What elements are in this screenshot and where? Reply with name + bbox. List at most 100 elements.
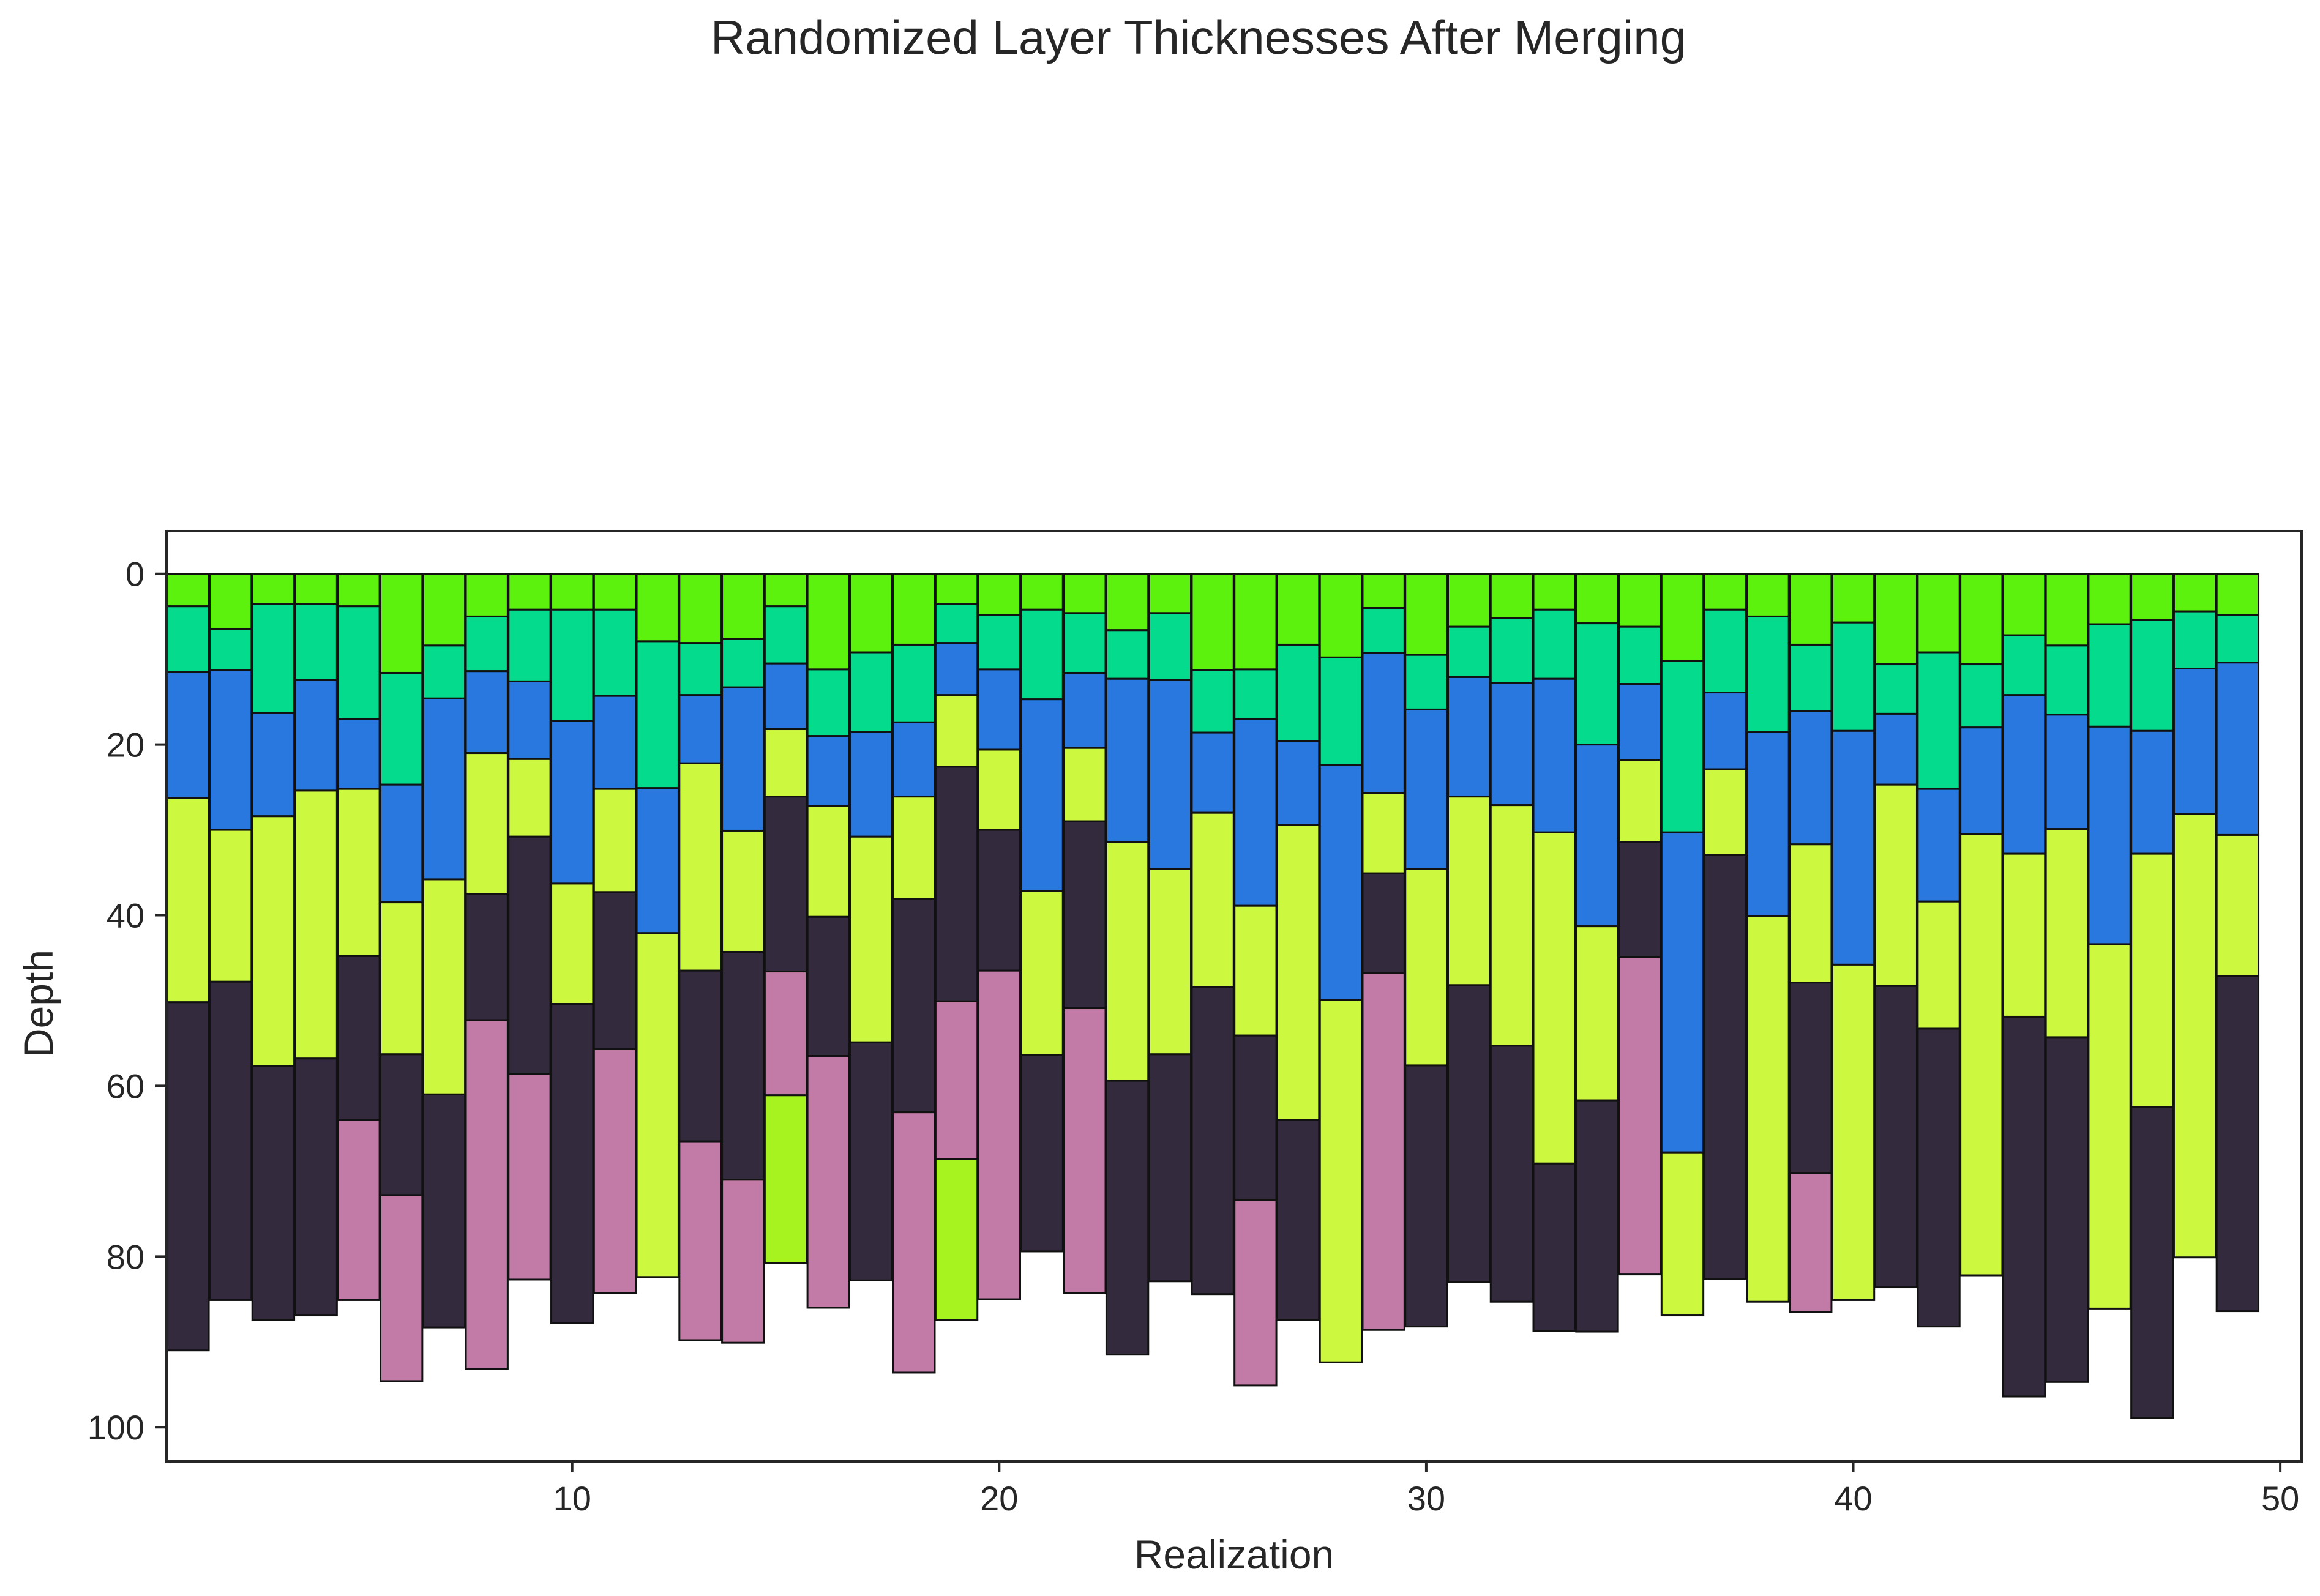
- layer-segment: [849, 651, 893, 733]
- layer-segment: [550, 608, 594, 722]
- layer-segment: [1831, 573, 1876, 624]
- x-tick-label: 50: [2261, 1479, 2299, 1518]
- layer-segment: [2002, 573, 2046, 636]
- realization-column: [892, 573, 936, 1374]
- realization-column: [1959, 573, 2004, 1277]
- layer-segment: [166, 573, 210, 608]
- y-tick-label: 60: [107, 1067, 144, 1105]
- layer-segment: [1703, 692, 1747, 770]
- layer-segment: [2130, 573, 2174, 621]
- layer-segment: [1233, 668, 1278, 720]
- layer-segment: [1789, 710, 1833, 846]
- realization-column: [294, 573, 338, 1317]
- layer-segment: [1447, 984, 1491, 1283]
- layer-segment: [934, 766, 979, 1002]
- realization-column: [1489, 573, 1534, 1303]
- layer-segment: [1917, 900, 1961, 1030]
- layer-segment: [1618, 956, 1662, 1276]
- layer-segment: [465, 670, 509, 755]
- layer-segment: [1532, 831, 1576, 1165]
- layer-segment: [166, 797, 210, 1004]
- layer-segment: [1703, 608, 1747, 694]
- y-axis-ticks: 0 20 40 60 80 100: [88, 555, 167, 1447]
- y-tick-label: 20: [107, 726, 144, 764]
- layer-segment: [1959, 573, 2004, 666]
- layer-segment: [1020, 890, 1064, 1056]
- layer-segment: [2087, 573, 2131, 625]
- layer-segment: [593, 1048, 637, 1294]
- layer-segment: [1063, 1007, 1107, 1294]
- layer-segment: [678, 762, 722, 972]
- layer-segment: [849, 731, 893, 838]
- layer-segment: [2172, 610, 2217, 670]
- layer-segment: [849, 573, 893, 654]
- layer-segment: [763, 796, 808, 973]
- layer-segment: [166, 1001, 210, 1352]
- realization-column: [1447, 573, 1491, 1283]
- layer-segment: [1404, 573, 1448, 656]
- layer-segment: [507, 758, 552, 838]
- layer-segment: [380, 901, 424, 1056]
- layer-segment: [1148, 679, 1192, 870]
- layer-segment: [337, 718, 381, 790]
- layer-segment: [422, 697, 466, 881]
- layer-segment: [1319, 573, 1363, 658]
- realization-column: [1276, 573, 1320, 1321]
- realization-column: [1703, 573, 1747, 1280]
- realization-column: [678, 573, 722, 1341]
- layer-segment: [251, 603, 296, 714]
- layer-segment: [1361, 607, 1405, 654]
- layer-segment: [1831, 729, 1876, 966]
- layer-segment: [721, 573, 765, 640]
- layer-segment: [1746, 915, 1790, 1303]
- layer-segment: [1746, 615, 1790, 733]
- layer-segment: [1618, 759, 1662, 843]
- layer-segment: [550, 720, 594, 885]
- layer-segment: [1063, 573, 1107, 614]
- layer-segment: [2130, 619, 2174, 732]
- layer-segment: [977, 614, 1022, 671]
- layer-segment: [1105, 677, 1150, 843]
- layer-segment: [208, 628, 253, 671]
- x-axis-ticks: 10 20 30 40 50: [553, 1461, 2299, 1518]
- layer-segment: [422, 878, 466, 1095]
- layer-segment: [1191, 669, 1235, 734]
- layer-segment: [635, 932, 679, 1278]
- layer-segment: [465, 893, 509, 1021]
- layer-segment: [1233, 1034, 1278, 1201]
- layer-segment: [2002, 852, 2046, 1018]
- layer-segment: [1618, 841, 1662, 958]
- x-tick-label: 20: [980, 1479, 1018, 1518]
- layer-segment: [1532, 1162, 1576, 1332]
- layer-segment: [380, 1053, 424, 1196]
- layer-segment: [1020, 698, 1064, 892]
- realization-column: [1660, 573, 1705, 1317]
- layer-segment: [1148, 1053, 1192, 1283]
- layer-segment: [1233, 1199, 1278, 1387]
- layer-segment: [1105, 573, 1150, 632]
- layer-segment: [1575, 1099, 1619, 1333]
- realization-column: [934, 573, 979, 1321]
- layer-segment: [593, 695, 637, 790]
- realization-column: [1020, 573, 1064, 1253]
- layer-segment: [1660, 573, 1705, 662]
- layer-segment: [1404, 654, 1448, 710]
- layer-segment: [2215, 833, 2260, 977]
- layer-segment: [806, 668, 850, 737]
- layer-segment: [1703, 854, 1747, 1280]
- layer-segment: [465, 752, 509, 895]
- realization-column: [849, 573, 893, 1281]
- layer-segment: [1148, 573, 1192, 614]
- layer-segment: [806, 805, 850, 918]
- layer-segment: [1831, 963, 1876, 1301]
- layer-segment: [1105, 629, 1150, 680]
- plot-frame: [165, 530, 2303, 1463]
- realization-column: [1532, 573, 1576, 1332]
- layer-segment: [1148, 612, 1192, 681]
- layer-segment: [763, 971, 808, 1097]
- layer-segment: [507, 608, 552, 682]
- layer-segment: [166, 605, 210, 673]
- layer-segment: [1489, 682, 1534, 807]
- layer-segment: [593, 788, 637, 893]
- realization-column: [1746, 573, 1790, 1303]
